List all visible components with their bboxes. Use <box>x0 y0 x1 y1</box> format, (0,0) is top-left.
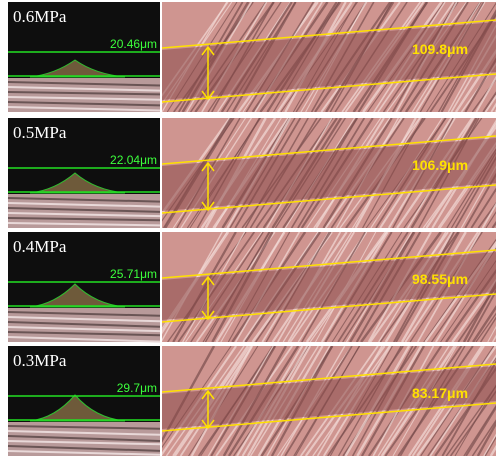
width-label: 83.17μm <box>412 385 468 401</box>
width-label: 109.8μm <box>412 41 468 57</box>
height-label: 29.7μm <box>117 381 157 395</box>
pressure-label: 0.6MPa <box>13 7 67 26</box>
row: 0.3MPa 29.7μm 83.17μm <box>8 346 498 456</box>
row: 0.6MPa 20.46μm 109.8μm <box>8 2 498 112</box>
width-label: 106.9μm <box>412 157 468 173</box>
surface <box>153 346 498 456</box>
height-label: 25.71μm <box>110 267 157 281</box>
height-label: 20.46μm <box>110 37 157 51</box>
pressure-label: 0.5MPa <box>13 123 67 142</box>
pressure-label: 0.4MPa <box>13 237 67 256</box>
row: 0.5MPa 22.04μm 106.9μm <box>8 118 498 228</box>
row: 0.4MPa 25.71μm 98.55μm <box>8 232 498 342</box>
pressure-label: 0.3MPa <box>13 351 67 370</box>
surface <box>153 232 498 342</box>
width-label: 98.55μm <box>412 271 468 287</box>
surface <box>150 2 498 112</box>
height-label: 22.04μm <box>110 153 157 167</box>
figure: 0.6MPa 20.46μm 109.8μm 0.5MPa 22.04μm 106.9μm… <box>0 0 498 457</box>
surface <box>152 118 498 228</box>
